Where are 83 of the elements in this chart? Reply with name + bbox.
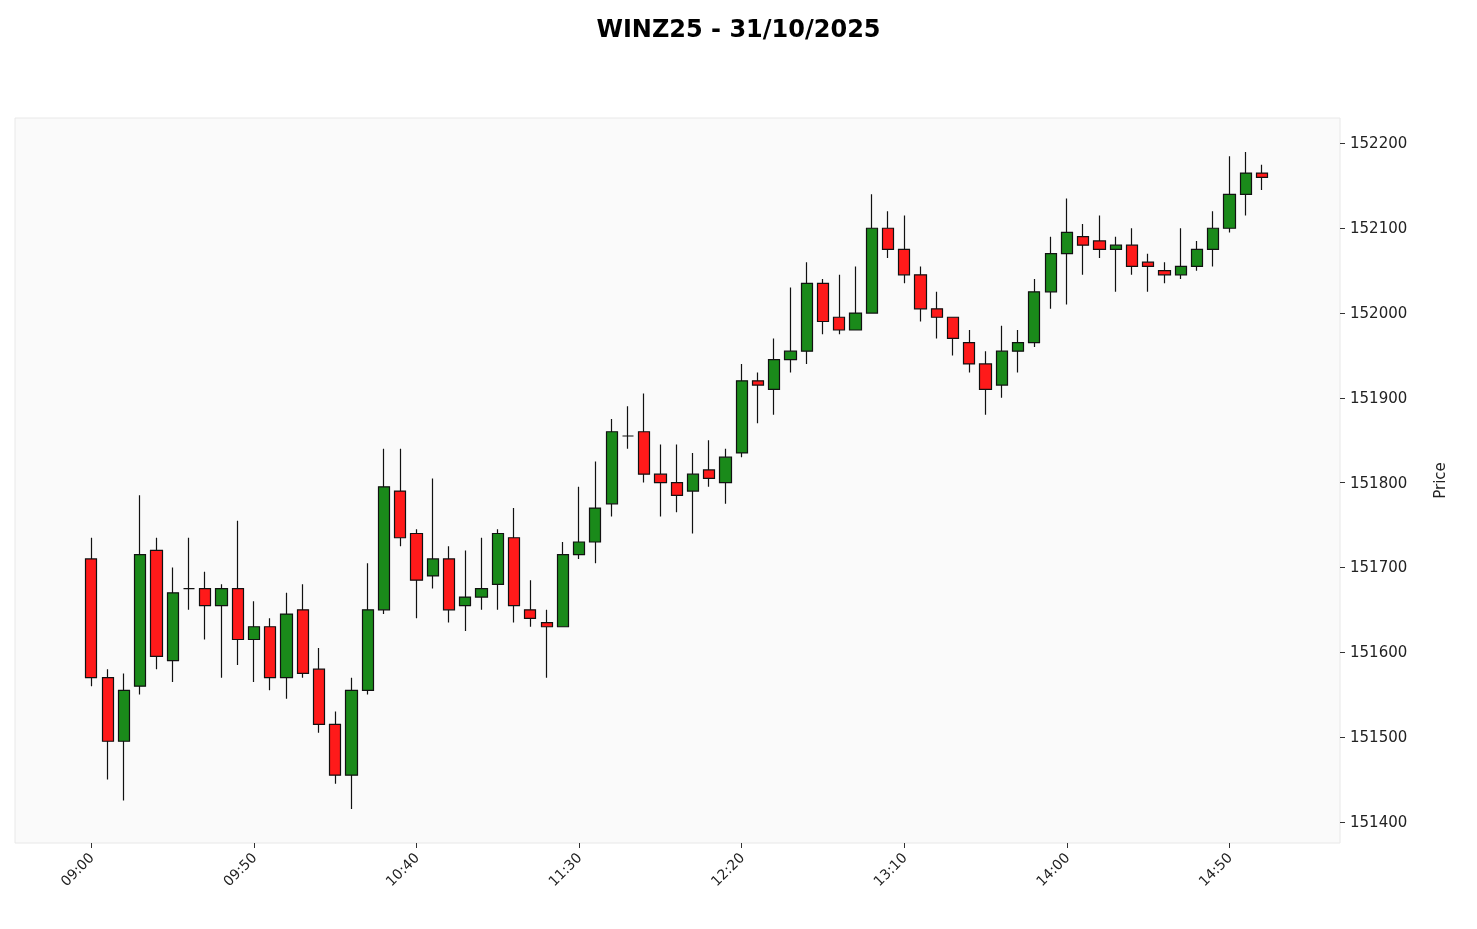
y-tick-label: 152100 [1350,219,1408,238]
candlestick [101,668,115,780]
candlestick [149,537,164,670]
candlestick [767,337,781,416]
candlestick [523,579,537,628]
candlestick [865,193,879,314]
candlestick [588,460,602,564]
candlestick [686,452,700,535]
chart-title: WINZ25 - 31/10/2025 [596,15,881,43]
candlestick [328,710,342,785]
candlestick [1076,223,1090,276]
candlestick [556,541,570,628]
candlestick [166,566,180,683]
candlestick [913,265,928,323]
candlestick [377,448,391,615]
candlestick [832,274,846,335]
candlestick [605,418,619,518]
candlestick [214,583,229,679]
candlestick [198,571,212,641]
candlestick [1157,261,1172,284]
candlestick [930,291,944,340]
candlestick [800,261,814,365]
candlestick [263,617,277,691]
candlestick [1255,164,1269,191]
candlestick [1027,278,1041,348]
candlestick [231,520,245,666]
y-tick-label: 152000 [1350,304,1408,323]
candlestick [735,363,749,458]
candlestick [312,647,326,734]
candlestick [751,371,765,424]
candlestick [361,562,375,696]
candlestick [133,494,147,696]
candlestick [1206,210,1220,267]
y-tick-label: 151400 [1350,812,1408,831]
candlestick [426,477,440,590]
y-axis-title: Price [1430,462,1449,499]
candlestick [393,448,407,547]
candlestick [540,609,554,679]
candlestick [1060,197,1074,306]
candlestick [1239,151,1253,217]
candlestick [442,545,456,624]
candlestick [182,537,196,611]
candlestick [279,592,294,700]
candlestick [458,549,472,632]
candlestick [718,448,733,505]
candlestick [247,600,261,683]
candlestick [1141,253,1155,293]
candlestick [507,507,521,624]
candlestick [783,286,798,373]
candlestick [409,528,424,619]
candlestick [637,392,651,484]
candlestick [491,528,505,611]
candlestick [1190,240,1204,272]
candlestick [296,583,310,679]
candlestick [1125,227,1139,276]
candlestick [995,325,1009,399]
candlestick [653,443,668,518]
candlestick [84,537,98,687]
y-tick-label: 152200 [1350,134,1408,153]
candlestick [978,350,993,416]
y-tick-label: 151500 [1350,728,1408,747]
candlestick [1092,214,1107,259]
candlestick [946,316,960,357]
candlestick [1174,227,1188,280]
candlestick [1222,155,1237,234]
candlestick [1109,236,1123,293]
candlestick [881,210,895,259]
candlestick [816,278,830,335]
candlestick [897,214,911,284]
y-tick-label: 151800 [1350,473,1408,492]
candlestick [572,486,586,560]
y-tick-label: 151700 [1350,558,1408,577]
candlestick [1011,329,1025,373]
candlestick [1044,236,1058,310]
candlestick [474,537,489,611]
candlestick [848,265,863,331]
candlestick [962,329,976,373]
y-tick-label: 151900 [1350,388,1408,407]
candlestick [344,677,359,810]
y-tick-label: 151600 [1350,643,1408,662]
candlestick [670,443,684,513]
candlestick [702,439,716,488]
candlestick [117,672,131,802]
